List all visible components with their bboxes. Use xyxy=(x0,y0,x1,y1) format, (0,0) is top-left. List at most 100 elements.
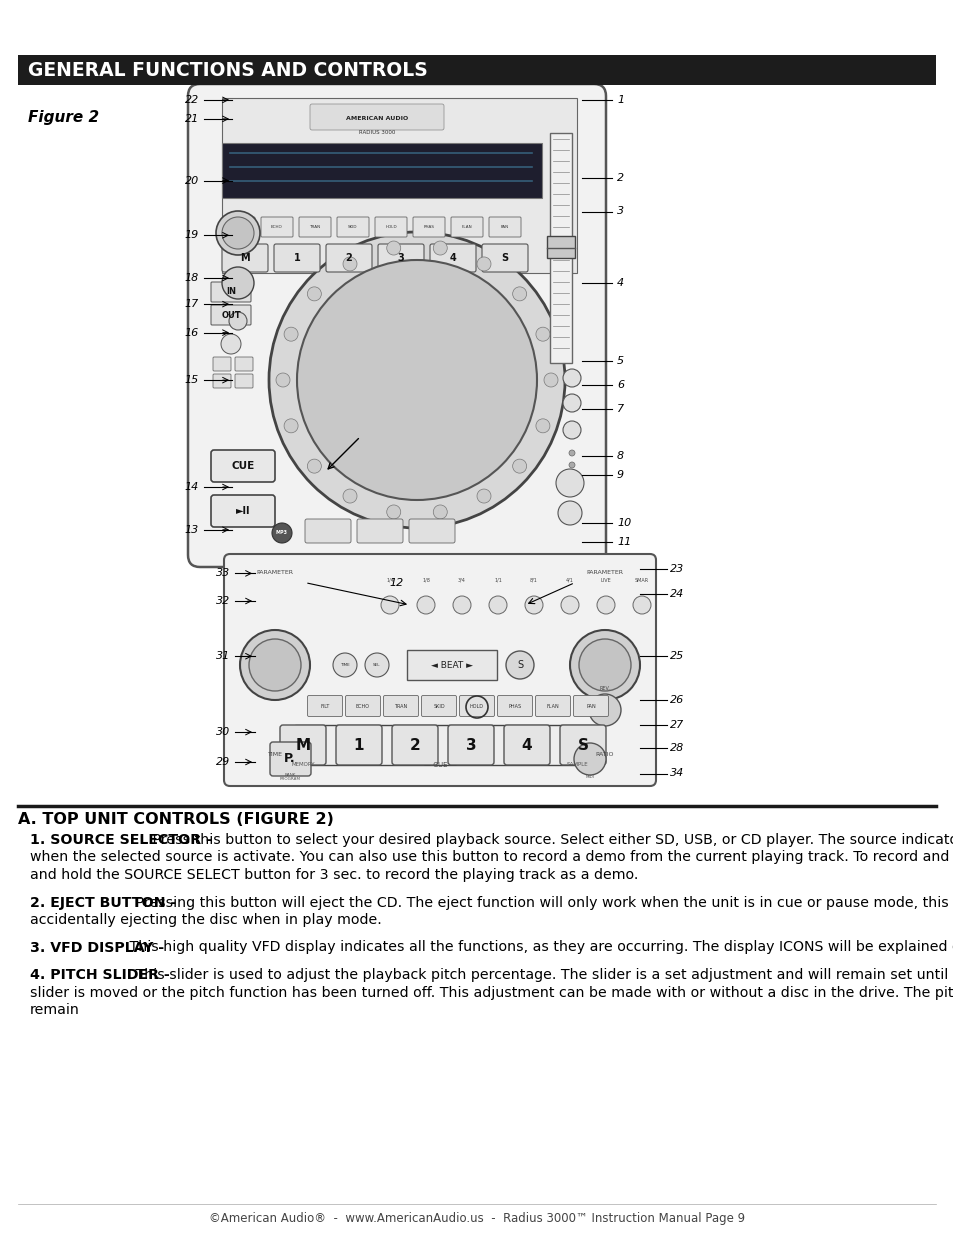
Text: Press this button to select your desired playback source. Select either SD, USB,: Press this button to select your desired… xyxy=(148,832,953,847)
Text: 2: 2 xyxy=(617,173,623,183)
Circle shape xyxy=(296,261,537,500)
Text: RATIO: RATIO xyxy=(595,752,614,757)
Text: slider is moved or the pitch function has been turned off. This adjustment can b: slider is moved or the pitch function ha… xyxy=(30,986,953,999)
FancyBboxPatch shape xyxy=(413,217,444,237)
Circle shape xyxy=(597,597,615,614)
Circle shape xyxy=(229,312,247,330)
Text: ►II: ►II xyxy=(235,506,250,516)
FancyBboxPatch shape xyxy=(451,217,482,237)
FancyBboxPatch shape xyxy=(392,725,437,764)
Text: 3: 3 xyxy=(617,206,623,216)
Circle shape xyxy=(512,459,526,473)
Text: 2. EJECT BUTTON -: 2. EJECT BUTTON - xyxy=(30,895,176,909)
Circle shape xyxy=(588,694,620,726)
Circle shape xyxy=(365,653,389,677)
FancyBboxPatch shape xyxy=(211,450,274,482)
Text: 19: 19 xyxy=(185,230,199,241)
Circle shape xyxy=(222,217,253,249)
Text: and hold the SOURCE SELECT button for 3 sec. to record the playing track as a de: and hold the SOURCE SELECT button for 3 … xyxy=(30,868,638,882)
Text: 3. VFD DISPLAY -: 3. VFD DISPLAY - xyxy=(30,941,164,955)
Text: TRAN: TRAN xyxy=(394,704,407,709)
Circle shape xyxy=(333,653,356,677)
Text: 30: 30 xyxy=(215,727,230,737)
Circle shape xyxy=(562,394,580,412)
Text: LIVE: LIVE xyxy=(600,578,611,583)
Circle shape xyxy=(568,462,575,468)
Text: 23: 23 xyxy=(669,564,683,574)
FancyBboxPatch shape xyxy=(503,725,550,764)
Bar xyxy=(222,98,577,273)
Text: 26: 26 xyxy=(669,695,683,705)
Circle shape xyxy=(386,241,400,256)
Circle shape xyxy=(307,287,321,301)
Text: SAMPLE: SAMPLE xyxy=(565,762,587,767)
Text: PAN: PAN xyxy=(500,225,509,228)
Circle shape xyxy=(343,489,356,503)
Bar xyxy=(407,650,497,680)
Text: REV.: REV. xyxy=(599,685,610,690)
Text: SKID: SKID xyxy=(348,225,357,228)
Text: 20: 20 xyxy=(185,175,199,185)
FancyBboxPatch shape xyxy=(280,725,326,764)
Text: 3: 3 xyxy=(465,737,476,752)
Circle shape xyxy=(386,505,400,519)
FancyBboxPatch shape xyxy=(298,217,331,237)
Circle shape xyxy=(476,489,491,503)
Text: TRAN: TRAN xyxy=(309,225,320,228)
Text: IN: IN xyxy=(226,288,235,296)
FancyBboxPatch shape xyxy=(222,245,268,272)
Text: PARAMETER: PARAMETER xyxy=(256,571,294,576)
Circle shape xyxy=(568,474,575,480)
FancyBboxPatch shape xyxy=(448,725,494,764)
Circle shape xyxy=(574,743,605,776)
Text: 25: 25 xyxy=(669,651,683,661)
Text: 33: 33 xyxy=(215,568,230,578)
Circle shape xyxy=(240,630,310,700)
Text: 18: 18 xyxy=(185,273,199,283)
FancyBboxPatch shape xyxy=(497,695,532,716)
Bar xyxy=(222,143,541,198)
Circle shape xyxy=(307,459,321,473)
Text: SMAR: SMAR xyxy=(635,578,648,583)
Text: S: S xyxy=(577,737,588,752)
Text: FLAN: FLAN xyxy=(461,225,472,228)
Text: 21: 21 xyxy=(185,114,199,124)
Circle shape xyxy=(505,651,534,679)
Text: 17: 17 xyxy=(185,299,199,309)
Circle shape xyxy=(343,257,356,270)
Text: — CUE —: — CUE — xyxy=(423,762,456,768)
Text: 15: 15 xyxy=(185,375,199,385)
Text: A. TOP UNIT CONTROLS (FIGURE 2): A. TOP UNIT CONTROLS (FIGURE 2) xyxy=(18,811,334,827)
Text: 2: 2 xyxy=(345,253,352,263)
FancyBboxPatch shape xyxy=(489,217,520,237)
FancyBboxPatch shape xyxy=(356,519,402,543)
Circle shape xyxy=(543,373,558,387)
Text: 4: 4 xyxy=(521,737,532,752)
Text: P.: P. xyxy=(284,752,295,766)
FancyBboxPatch shape xyxy=(345,695,380,716)
FancyBboxPatch shape xyxy=(421,695,456,716)
FancyBboxPatch shape xyxy=(188,84,605,567)
Text: 3/4: 3/4 xyxy=(457,578,465,583)
FancyBboxPatch shape xyxy=(211,282,251,303)
Text: Figure 2: Figure 2 xyxy=(28,110,99,125)
FancyBboxPatch shape xyxy=(459,695,494,716)
Text: 1: 1 xyxy=(617,95,623,105)
Text: HOLD: HOLD xyxy=(470,704,483,709)
FancyBboxPatch shape xyxy=(234,374,253,388)
FancyBboxPatch shape xyxy=(409,519,455,543)
FancyBboxPatch shape xyxy=(213,374,231,388)
Text: 22: 22 xyxy=(185,95,199,105)
Text: PHAS: PHAS xyxy=(423,225,434,228)
Circle shape xyxy=(489,597,506,614)
FancyBboxPatch shape xyxy=(383,695,418,716)
Text: HOLD: HOLD xyxy=(385,225,396,228)
Circle shape xyxy=(284,419,297,432)
Circle shape xyxy=(272,522,292,543)
FancyBboxPatch shape xyxy=(430,245,476,272)
FancyBboxPatch shape xyxy=(274,245,319,272)
FancyBboxPatch shape xyxy=(223,217,254,237)
Text: ECHO: ECHO xyxy=(355,704,370,709)
Text: 5: 5 xyxy=(617,356,623,366)
FancyBboxPatch shape xyxy=(481,245,527,272)
